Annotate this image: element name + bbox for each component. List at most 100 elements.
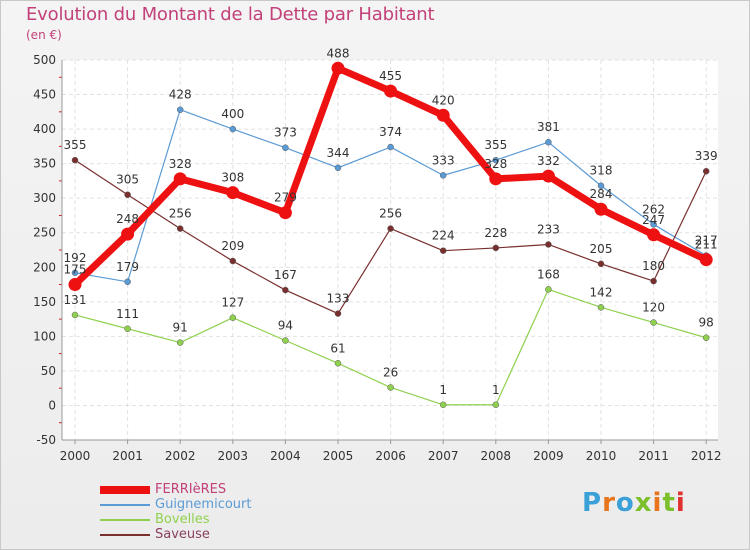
data-label-ferri-res: 279 — [274, 191, 297, 205]
logo-letter: P — [582, 488, 603, 518]
data-point-bovelles — [282, 337, 289, 344]
legend-label: Bovelles — [155, 512, 210, 527]
data-label-saveuse: 256 — [379, 207, 402, 221]
data-point-saveuse — [387, 225, 394, 232]
y-tick-label: 400 — [33, 122, 56, 136]
data-point-bovelles — [702, 334, 710, 341]
x-tick-label: 2005 — [323, 449, 354, 463]
series-layer — [68, 61, 713, 409]
data-point-saveuse — [334, 310, 342, 317]
x-tick-label: 2006 — [375, 449, 406, 463]
data-point-bovelles — [176, 339, 184, 346]
legend-swatch — [100, 486, 150, 494]
plot-area — [62, 60, 718, 440]
data-point-bovelles — [545, 286, 552, 293]
data-label-bovelles: 127 — [221, 296, 244, 310]
data-label-ferri-res: 420 — [432, 93, 455, 107]
data-label-guignemicourt: 374 — [379, 125, 402, 139]
data-point-guignemicourt — [334, 164, 342, 172]
data-point-ferri-res — [384, 84, 398, 98]
data-point-saveuse — [176, 225, 184, 232]
data-label-ferri-res: 455 — [379, 69, 402, 83]
data-point-saveuse — [597, 260, 605, 268]
data-point-ferri-res — [436, 108, 450, 122]
legend-swatch — [100, 519, 150, 521]
data-label-saveuse: 167 — [274, 268, 297, 282]
data-point-bovelles — [492, 401, 500, 409]
logo-letter: o — [615, 488, 635, 518]
x-tick-label: 2009 — [533, 449, 564, 463]
data-label-saveuse: 256 — [169, 207, 192, 221]
data-label-ferri-res: 328 — [169, 157, 192, 171]
data-label-saveuse: 205 — [590, 242, 613, 256]
data-point-bovelles — [387, 384, 394, 391]
grid — [62, 59, 718, 441]
x-tick-label: 2011 — [638, 449, 669, 463]
y-tick-label: 150 — [33, 295, 56, 309]
data-label-saveuse: 339 — [695, 149, 718, 163]
data-label-ferri-res: 332 — [537, 154, 560, 168]
data-point-ferri-res — [541, 169, 555, 183]
x-tick-label: 2007 — [428, 449, 459, 463]
data-label-guignemicourt: 192 — [64, 251, 87, 265]
data-label-guignemicourt: 381 — [537, 120, 560, 134]
data-point-guignemicourt — [229, 125, 237, 133]
data-point-guignemicourt — [387, 143, 394, 151]
data-label-bovelles: 91 — [173, 321, 188, 335]
x-tick-label: 2001 — [112, 449, 143, 463]
data-point-ferri-res — [278, 206, 292, 220]
logo-letter: i — [652, 488, 663, 518]
data-point-saveuse — [439, 247, 447, 254]
data-label-guignemicourt: 373 — [274, 126, 297, 140]
x-tick-label: 2004 — [270, 449, 301, 463]
legend-swatch — [100, 534, 150, 536]
y-tick-label: 0 — [48, 398, 56, 412]
data-point-saveuse — [650, 277, 657, 285]
logo-letter: x — [634, 488, 653, 518]
data-label-guignemicourt: 344 — [327, 146, 350, 160]
data-point-guignemicourt — [71, 269, 79, 277]
y-tick-label: -50 — [36, 433, 56, 447]
data-point-guignemicourt — [124, 278, 131, 286]
data-label-bovelles: 1 — [492, 383, 500, 397]
data-point-saveuse — [702, 167, 710, 175]
data-label-guignemicourt: 333 — [432, 153, 455, 167]
data-point-guignemicourt — [282, 144, 289, 151]
data-label-bovelles: 1 — [439, 383, 447, 397]
data-point-bovelles — [650, 319, 657, 326]
y-tick-label: 450 — [33, 88, 56, 102]
logo-letter: i — [675, 488, 686, 518]
data-label-ferri-res: 488 — [327, 46, 350, 60]
legend-label: FERRIèRES — [155, 482, 227, 497]
chart-title: Evolution du Montant de la Dette par Hab… — [26, 4, 435, 25]
data-label-saveuse: 133 — [327, 292, 350, 306]
data-label-ferri-res: 308 — [221, 171, 244, 185]
y-tick-label: 500 — [33, 53, 56, 67]
data-point-bovelles — [334, 360, 342, 367]
data-label-ferri-res: 284 — [590, 187, 613, 201]
data-label-bovelles: 168 — [537, 267, 560, 281]
data-point-bovelles — [71, 311, 79, 319]
y-tick-label: 50 — [41, 364, 56, 378]
data-point-bovelles — [229, 314, 237, 321]
data-label-guignemicourt: 428 — [169, 88, 192, 102]
data-point-saveuse — [282, 286, 289, 294]
data-label-bovelles: 61 — [330, 341, 345, 355]
data-point-ferri-res — [331, 61, 345, 75]
data-label-guignemicourt: 262 — [642, 202, 665, 216]
x-tick-label: 2002 — [165, 449, 196, 463]
legend-label: Guignemicourt — [155, 497, 252, 512]
y-tick-label: 350 — [33, 157, 56, 171]
data-label-ferri-res: 247 — [642, 213, 665, 227]
data-label-saveuse: 209 — [221, 239, 244, 253]
data-label-saveuse: 233 — [537, 222, 560, 236]
data-point-saveuse — [492, 244, 500, 252]
data-label-bovelles: 94 — [278, 319, 293, 333]
logo-letter: t — [662, 488, 676, 518]
y-tick-label: 200 — [33, 260, 56, 274]
x-tick-label: 2010 — [586, 449, 617, 463]
x-tick-label: 2000 — [60, 449, 91, 463]
data-label-bovelles: 26 — [383, 365, 398, 379]
proxiti-logo: Proxiti — [582, 488, 686, 518]
